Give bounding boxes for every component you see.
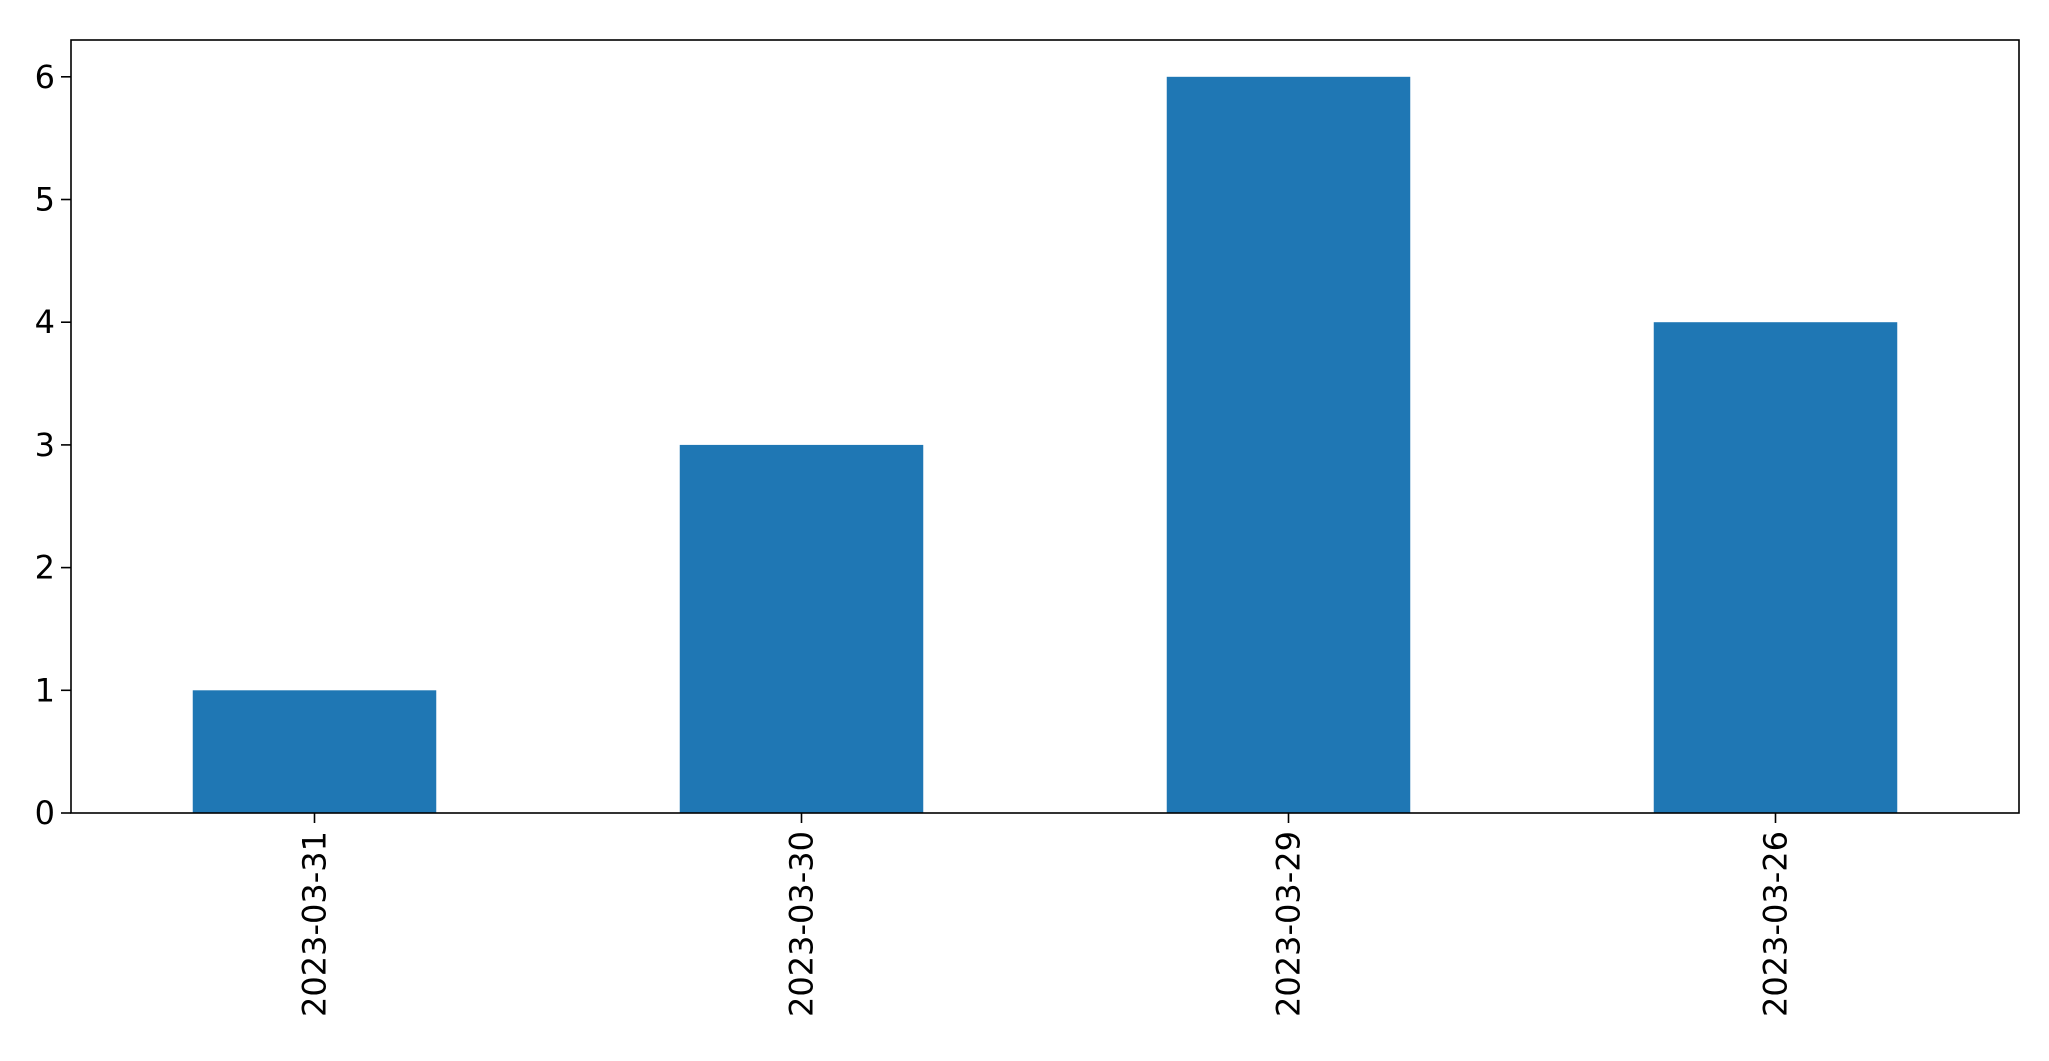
- y-tick-label: 4: [35, 303, 55, 341]
- y-tick-label: 3: [35, 426, 55, 464]
- y-tick-label: 2: [35, 549, 55, 587]
- x-tick-label: 2023-03-26: [1757, 831, 1795, 1017]
- y-tick-label: 0: [35, 794, 55, 832]
- y-axis: 0 1 2 3 4 5 6: [35, 58, 71, 832]
- y-tick-label: 5: [35, 181, 55, 219]
- x-axis: 2023-03-31 2023-03-30 2023-03-29 2023-03-26: [296, 813, 1795, 1017]
- plot-frame: [70, 39, 2020, 814]
- bar-2023-03-31: [192, 690, 437, 813]
- y-tick-label: 6: [35, 58, 55, 96]
- x-tick-label: 2023-03-29: [1270, 831, 1308, 1017]
- bar-2023-03-30: [679, 444, 924, 813]
- bars-group: [192, 76, 1898, 814]
- bar-2023-03-26: [1653, 322, 1898, 813]
- x-tick-label: 2023-03-30: [783, 831, 821, 1017]
- x-tick-label: 2023-03-31: [296, 831, 334, 1017]
- y-tick-label: 1: [35, 671, 55, 709]
- bar-2023-03-29: [1166, 76, 1411, 814]
